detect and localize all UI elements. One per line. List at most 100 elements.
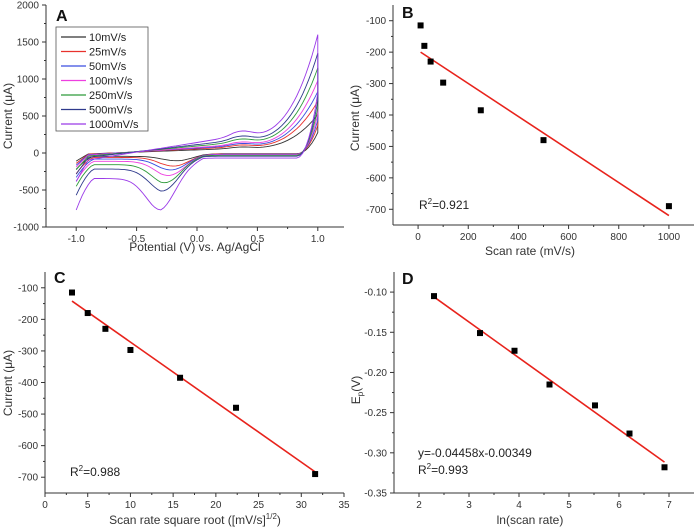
data-point	[421, 42, 428, 49]
panel-a-y-label: Current (μA)	[1, 83, 15, 149]
y-tick-label: -600	[366, 173, 386, 184]
cv-curve-1000mV-s	[75, 34, 319, 211]
x-tick-label: 25	[253, 500, 265, 511]
legend-label: 10mV/s	[89, 32, 127, 44]
panel-b: -100 -200 -300 -400 -500 -600 -700 0 200 400 600 80…	[348, 5, 694, 258]
panel-d: -0.10 -0.15 -0.20 -0.25 -0.30 -0.35 2 3 4 5 6 7 D y…	[349, 271, 694, 527]
panel-d-letter: D	[402, 271, 414, 288]
y-tick-label: 0	[33, 149, 39, 160]
legend-label: 1000mV/s	[89, 119, 139, 131]
x-tick-label: 0.5	[250, 234, 264, 245]
y-tick-label: -300	[18, 346, 38, 357]
y-tick-label: -0.10	[364, 288, 387, 299]
r2-sup: 2	[79, 464, 84, 473]
legend-label: 25mV/s	[89, 47, 127, 59]
data-point	[440, 79, 447, 86]
y-tick-label: -500	[18, 410, 38, 421]
fit-line	[420, 51, 670, 217]
panel-d-axes: -0.10 -0.15 -0.20 -0.25 -0.30 -0.35 2 3 4 5 6 7	[364, 272, 694, 511]
legend-label: 100mV/s	[89, 76, 133, 88]
y-tick-label: -500	[19, 186, 39, 197]
y-tick-label: -100	[18, 283, 38, 294]
panel-d-equation: y=-0.04458x-0.00349	[418, 446, 532, 460]
r2-prefix: R	[419, 198, 428, 212]
y-tick-label: -300	[366, 79, 386, 90]
r2-value: =0.993	[431, 463, 468, 477]
y-tick-label: 1000	[17, 75, 40, 86]
data-point	[661, 464, 668, 471]
y-label-end: (V)	[349, 376, 363, 392]
r2-sup: 2	[427, 462, 432, 471]
data-point	[477, 330, 483, 337]
panel-b-marks	[417, 22, 672, 217]
data-point	[665, 203, 672, 210]
y-tick-label: -0.20	[364, 368, 387, 379]
x-tick-label: -1.0	[68, 234, 86, 245]
y-tick-label: 2000	[17, 1, 40, 12]
x-tick-label: 5	[85, 500, 91, 511]
data-point	[477, 107, 484, 114]
panel-c-marks	[68, 289, 319, 478]
x-tick-label: 800	[610, 232, 627, 243]
data-point	[233, 404, 240, 411]
y-tick-label: -600	[18, 441, 38, 452]
y-label-main: E	[349, 396, 363, 404]
legend-label: 50mV/s	[89, 61, 127, 73]
data-point	[626, 430, 633, 437]
panel-a-axes: -1000 -500 0 500 1000 1500 2000 -1.0 -0.5 0.0 0.5 1…	[13, 1, 344, 245]
panel-d-r2: R2=0.993	[418, 462, 468, 477]
panel-c-letter: C	[54, 270, 66, 287]
r2-value: =0.921	[432, 198, 469, 212]
panel-a: -1000 -500 0 500 1000 1500 2000 -1.0 -0.5 0.0 0.5 1…	[1, 1, 344, 254]
y-tick-label: -400	[366, 111, 386, 122]
legend-box	[55, 26, 149, 132]
panel-a-x-label: Potential (V) vs. Ag/AgCl	[129, 240, 260, 254]
legend: 10mV/s 25mV/s 50mV/s 100mV/s 250mV/s 500mV/s 1…	[55, 26, 149, 132]
panel-d-x-label: ln(scan rate)	[497, 513, 564, 527]
legend-label: 500mV/s	[89, 105, 133, 117]
panel-c-y-label: Current (μA)	[1, 350, 15, 416]
fit-line	[71, 300, 316, 473]
x-tick-label: -0.5	[128, 234, 146, 245]
panel-d-marks	[431, 293, 668, 471]
panel-b-axes: -100 -200 -300 -400 -500 -600 -700 0 200 400 600 80…	[366, 5, 694, 243]
x-tick-label: 0	[42, 500, 48, 511]
r2-prefix: R	[418, 463, 427, 477]
panel-c-axes: -100 -200 -300 -400 -500 -600 -700 0 5 10 15 20 25 30…	[18, 272, 350, 511]
x-tick-label: 35	[338, 500, 350, 511]
y-tick-label: -0.35	[364, 489, 387, 500]
data-point	[511, 347, 518, 354]
data-point	[127, 346, 134, 353]
fit-line	[433, 296, 665, 463]
x-label-sup: 1/2	[266, 512, 278, 521]
x-tick-label: 15	[168, 500, 180, 511]
data-point	[177, 374, 184, 381]
y-tick-label: -0.25	[364, 408, 387, 419]
y-tick-label: -0.30	[364, 448, 387, 459]
panel-a-letter: A	[56, 8, 68, 25]
x-tick-label: 30	[296, 500, 308, 511]
panel-b-y-label: Current (μA)	[348, 85, 362, 151]
x-tick-label: 4	[516, 500, 522, 511]
data-point	[592, 402, 598, 409]
x-tick-label: 1.0	[311, 234, 325, 245]
y-tick-label: -400	[18, 378, 38, 389]
r2-prefix: R	[70, 465, 79, 479]
x-tick-label: 1000	[658, 232, 681, 243]
x-tick-label: 5	[566, 500, 572, 511]
data-point	[312, 471, 319, 478]
y-label-sub: p	[356, 391, 365, 396]
panel-b-letter: B	[402, 5, 414, 22]
x-label-main: Scan rate square root ([mV/s]	[109, 513, 266, 527]
panel-b-r2: R2=0.921	[419, 197, 469, 212]
y-tick-label: -200	[18, 315, 38, 326]
y-tick-label: -0.15	[364, 328, 387, 339]
y-tick-label: -200	[366, 48, 386, 59]
data-point	[546, 381, 553, 388]
panel-d-y-label: Ep(V)	[349, 376, 365, 404]
legend-label: 250mV/s	[89, 90, 133, 102]
data-point	[417, 22, 424, 29]
x-tick-label: 20	[210, 500, 222, 511]
x-tick-label: 400	[510, 232, 527, 243]
